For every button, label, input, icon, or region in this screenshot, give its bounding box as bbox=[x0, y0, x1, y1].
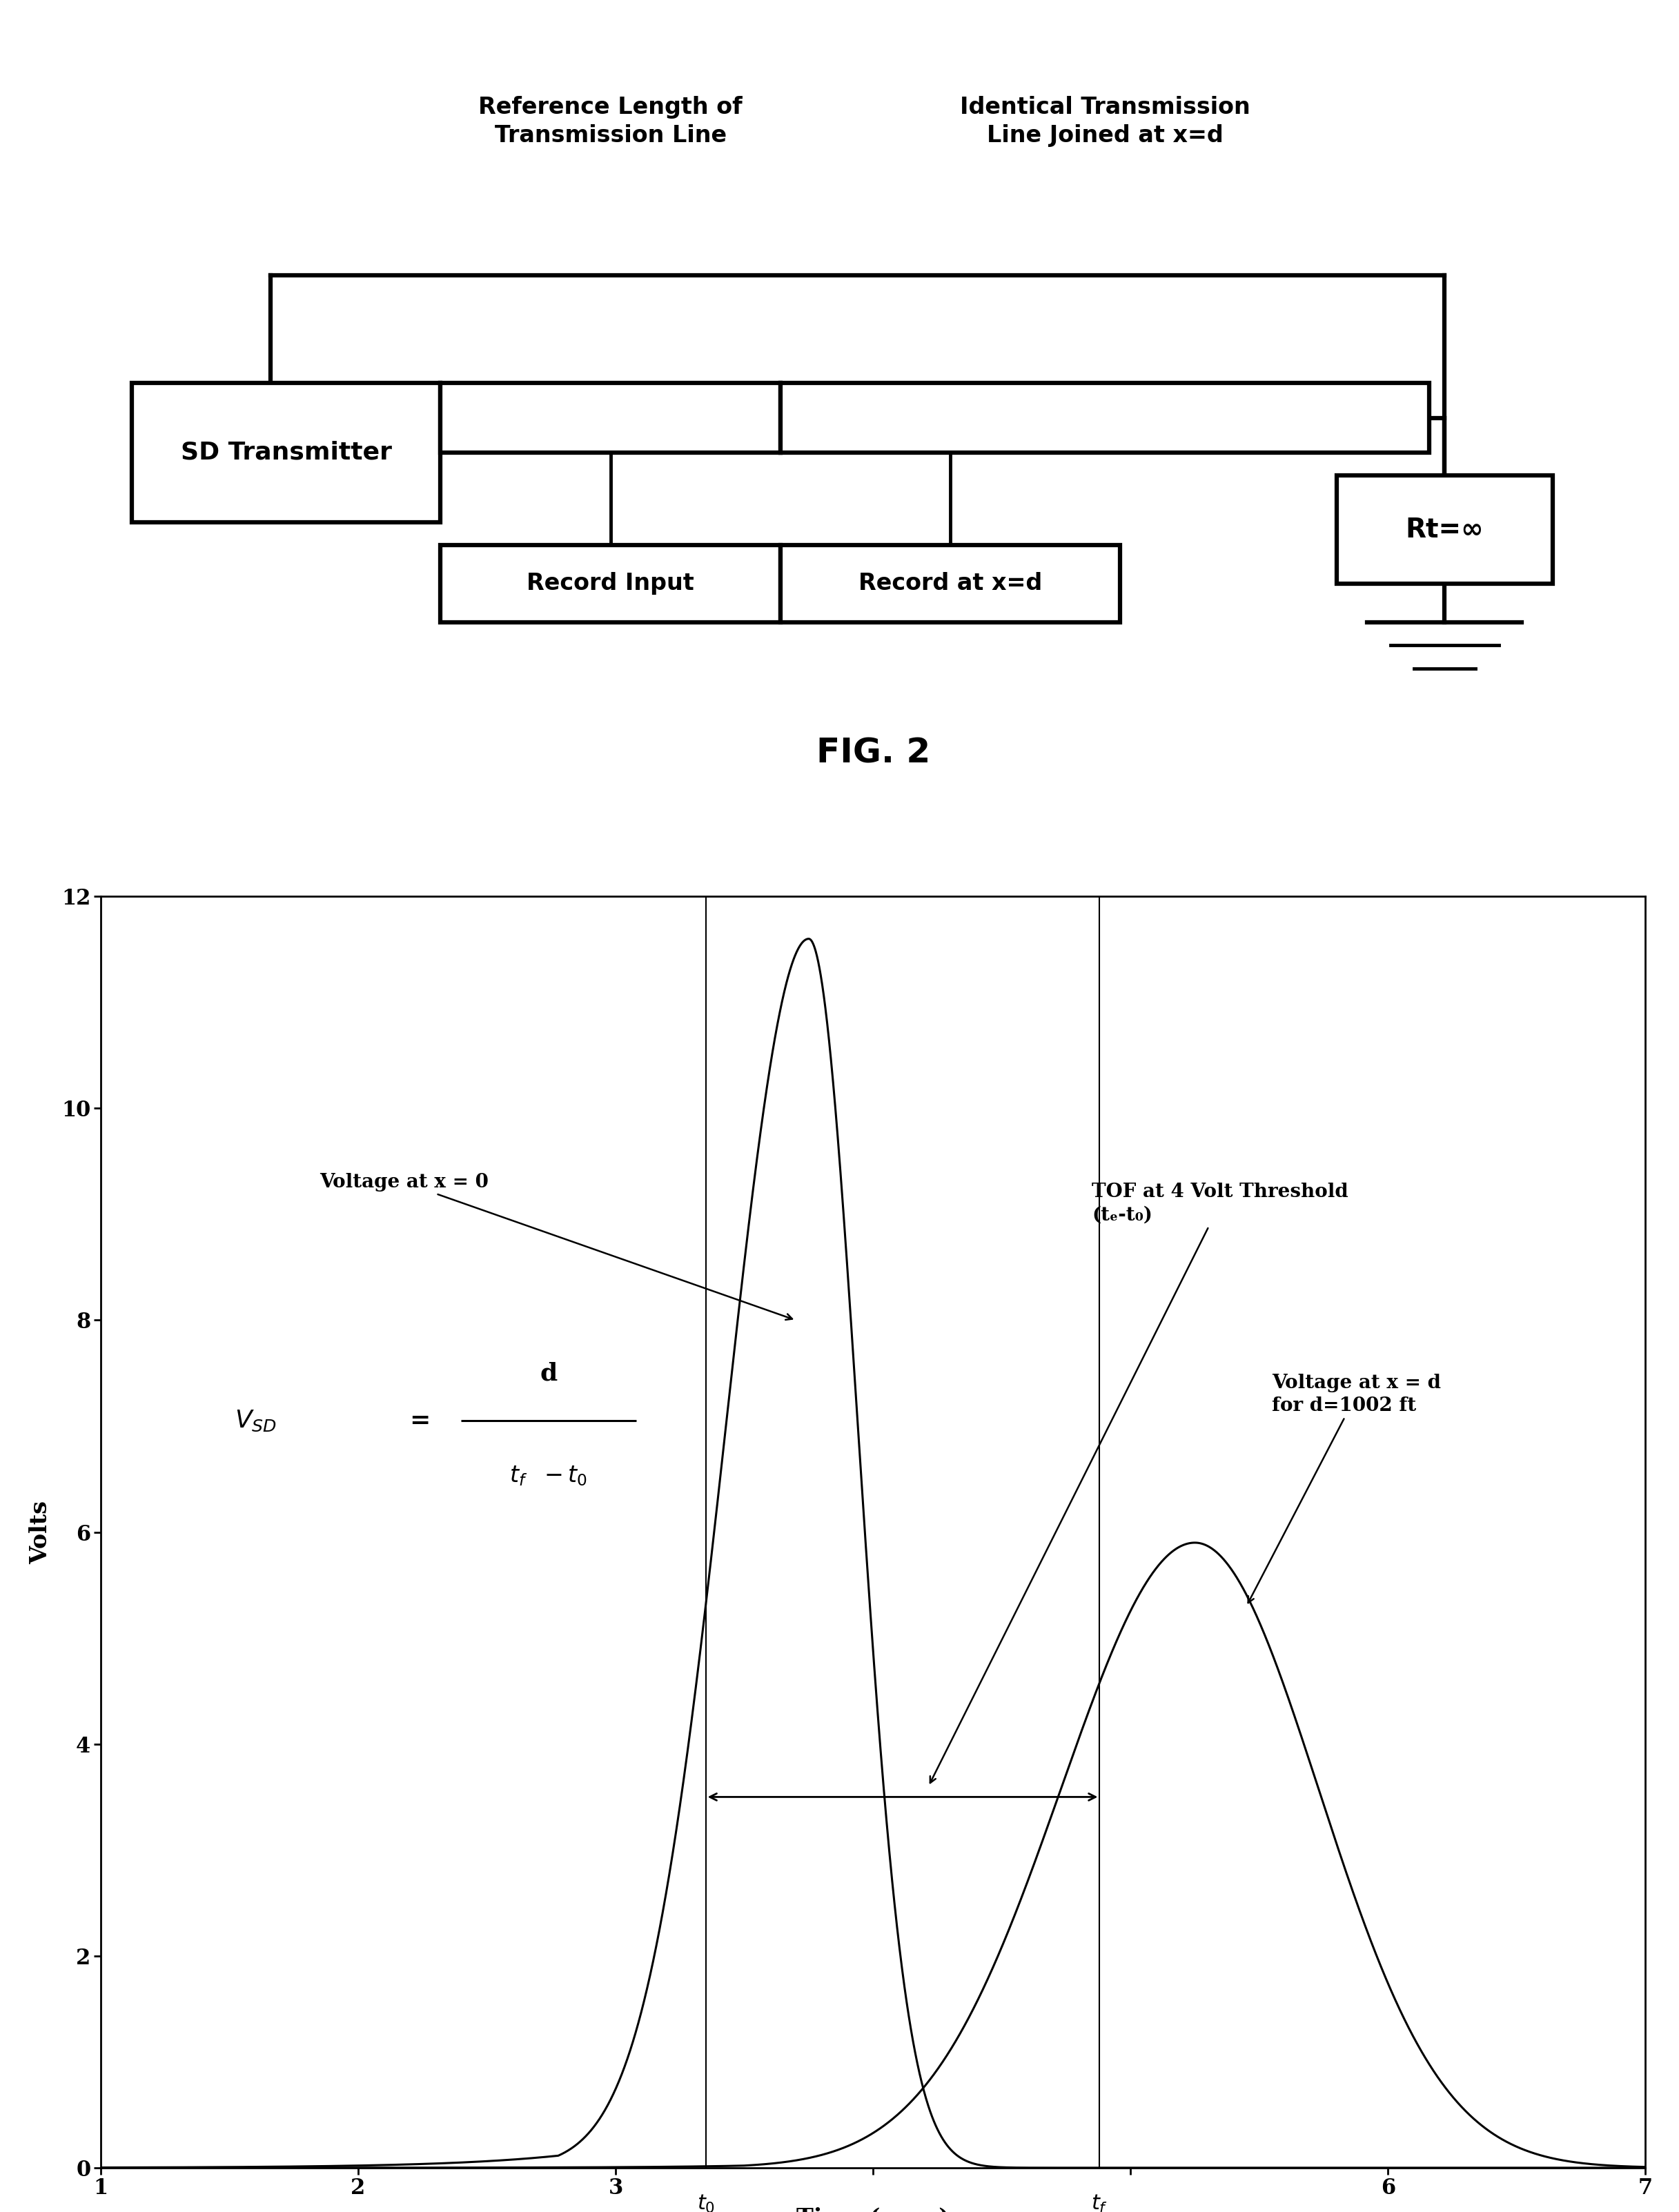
Text: FIG. 2: FIG. 2 bbox=[816, 737, 930, 770]
Text: Identical Transmission
Line Joined at x=d: Identical Transmission Line Joined at x=… bbox=[960, 95, 1249, 146]
Bar bbox=[1336, 476, 1553, 584]
Text: Voltage at x = 0: Voltage at x = 0 bbox=[319, 1172, 792, 1321]
Bar bbox=[131, 383, 440, 522]
Text: Voltage at x = d
for d=1002 ft: Voltage at x = d for d=1002 ft bbox=[1247, 1374, 1441, 1604]
X-axis label: Time (μsec): Time (μsec) bbox=[796, 2208, 950, 2212]
Text: TOF at 4 Volt Threshold
(tₑ-t₀): TOF at 4 Volt Threshold (tₑ-t₀) bbox=[930, 1183, 1348, 1783]
Text: =: = bbox=[410, 1409, 430, 1433]
Bar bbox=[781, 383, 1429, 453]
Text: Reference Length of
Transmission Line: Reference Length of Transmission Line bbox=[479, 95, 742, 146]
Text: $V_{SD}$: $V_{SD}$ bbox=[235, 1409, 277, 1433]
Text: $t_f\ \ -t_0$: $t_f\ \ -t_0$ bbox=[510, 1464, 588, 1486]
Bar bbox=[440, 383, 781, 453]
Text: Record Input: Record Input bbox=[527, 573, 693, 595]
Text: $t_f$: $t_f$ bbox=[1091, 2192, 1108, 2212]
Text: Rt=∞: Rt=∞ bbox=[1405, 518, 1484, 542]
Text: d: d bbox=[541, 1360, 557, 1385]
Text: SD Transmitter: SD Transmitter bbox=[181, 440, 391, 465]
Text: Record at x=d: Record at x=d bbox=[858, 573, 1043, 595]
Bar bbox=[781, 544, 1120, 622]
Bar bbox=[440, 544, 781, 622]
Y-axis label: Volts: Volts bbox=[29, 1500, 52, 1564]
Text: $t_0$: $t_0$ bbox=[697, 2192, 715, 2212]
